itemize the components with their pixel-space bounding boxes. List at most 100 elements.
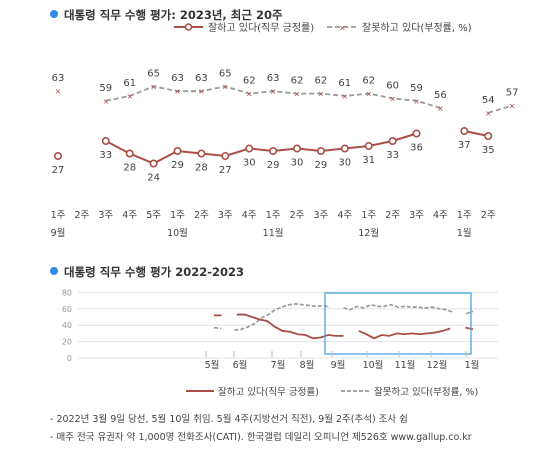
disapprove-point: × [318, 90, 325, 99]
disapprove-line [213, 326, 221, 330]
week-tick-label: 4주 [122, 210, 137, 221]
disapprove-point: × [198, 87, 205, 96]
approve-point [221, 152, 230, 161]
month-tick-label: 11월 [395, 359, 416, 371]
legend-approve-label: 잘하고 있다(직무 긍정률) [208, 21, 314, 34]
approve-point [460, 127, 469, 136]
month-tick-label: 9월 [51, 227, 66, 239]
disapprove-data-label: 62 [243, 76, 256, 87]
chart1-title: 대통령 직무 수행 평가: 2023년, 최근 20주 [50, 7, 283, 23]
approve-data-label: 33 [99, 150, 112, 161]
recent-20-weeks-highlight [324, 292, 472, 355]
approve-data-label: 30 [291, 158, 304, 169]
legend-disapprove-label: 잘못하고 있다(부정률, %) [362, 21, 472, 34]
bullet-icon [50, 10, 58, 18]
approval-chart-recent-20-weeks: 잘하고 있다(직무 긍정률) × 잘못하고 있다(부정률, %) × 63 × 59 × 61 ×… [51, 21, 519, 239]
disapprove-data-label: 65 [147, 68, 160, 79]
chart2-title: 대통령 직무 수행 평가 2022-2023 [50, 264, 244, 280]
approve-point [125, 149, 134, 158]
month-tick-label: 10월 [363, 359, 384, 371]
disapprove-line [465, 310, 474, 315]
week-tick-label: 3주 [98, 210, 113, 221]
disapprove-line [105, 85, 441, 109]
week-tick-label: 4주 [242, 210, 257, 221]
disapprove-point: × [485, 109, 492, 118]
approve-data-label: 28 [123, 163, 136, 174]
week-tick-label: 2주 [385, 210, 400, 221]
week-tick-label: 2주 [194, 210, 209, 221]
disapprove-point: × [102, 97, 109, 106]
month-tick-label: 11월 [263, 227, 284, 239]
approve-point [412, 129, 421, 138]
y-tick-label: 0 [67, 354, 72, 363]
disapprove-point: × [222, 82, 229, 91]
approve-data-label: 37 [458, 140, 471, 151]
month-tick-label: 5월 [205, 359, 220, 371]
week-tick-label: 1주 [457, 210, 472, 221]
y-tick-label: 60 [62, 305, 72, 314]
approve-point [101, 137, 110, 146]
month-tick-label: 8월 [300, 359, 315, 371]
disapprove-point: × [126, 92, 133, 101]
week-tick-label: 1주 [266, 210, 281, 221]
month-tick-label: 10월 [167, 227, 188, 239]
disapprove-line [343, 303, 453, 313]
approve-point [245, 144, 254, 153]
disapprove-data-label: 61 [338, 78, 351, 89]
disapprove-point: × [150, 82, 157, 91]
disapprove-data-label: 54 [482, 95, 495, 106]
approve-data-label: 36 [410, 143, 423, 154]
disapprove-point: × [413, 97, 420, 106]
approve-data-label: 27 [219, 165, 232, 176]
disapprove-data-label: 57 [506, 88, 519, 99]
month-tick-label: 6월 [233, 359, 248, 371]
disapprove-data-label: 63 [267, 73, 280, 84]
disapprove-data-label: 63 [171, 73, 184, 84]
month-tick-label: 12월 [358, 227, 379, 239]
approve-data-label: 28 [195, 163, 208, 174]
month-tick-label: 7월 [271, 359, 286, 371]
week-tick-label: 3주 [409, 210, 424, 221]
legend-disapprove-label: 잘못하고 있다(부정률, %) [374, 386, 478, 398]
approve-line [236, 313, 344, 340]
month-tick-label: 1월 [457, 227, 472, 239]
disapprove-data-label: 60 [386, 80, 399, 91]
footnote-1: - 2022년 3월 9일 당선, 5월 10일 취임. 5월 4주(지방선거 … [50, 414, 408, 425]
disapprove-data-label: 62 [362, 76, 375, 87]
legend-approve-marker [184, 23, 193, 31]
approve-data-label: 35 [482, 145, 495, 156]
disapprove-data-label: 59 [99, 83, 112, 94]
bullet-icon [50, 267, 58, 275]
disapprove-point: × [341, 92, 348, 101]
month-tick-label: 1월 [465, 359, 480, 371]
disapprove-line [487, 104, 513, 114]
approve-point [484, 132, 493, 141]
y-tick-label: 80 [62, 288, 72, 297]
y-tick-label: 40 [62, 321, 72, 330]
chart1-title-text: 대통령 직무 수행 평가: 2023년, 최근 20주 [64, 8, 283, 22]
disapprove-point: × [55, 87, 62, 96]
week-tick-label: 3주 [314, 210, 329, 221]
approve-point [364, 142, 373, 151]
disapprove-data-label: 63 [195, 73, 208, 84]
disapprove-data-label: 56 [434, 90, 447, 101]
week-tick-label: 4주 [337, 210, 352, 221]
approve-data-label: 27 [52, 165, 65, 176]
approve-data-label: 24 [147, 173, 160, 184]
disapprove-data-label: 59 [410, 83, 423, 94]
approve-line [464, 130, 489, 137]
approve-point [197, 149, 206, 158]
disapprove-data-label: 63 [52, 73, 65, 84]
approve-point [316, 147, 325, 156]
disapprove-point: × [246, 90, 253, 99]
approve-line [105, 132, 417, 165]
approve-point [53, 152, 62, 161]
footnote-2: - 매주 전국 유권자 약 1,000명 전화조사(CATI). 한국갤럽 데일… [50, 432, 472, 443]
approve-data-label: 29 [267, 160, 280, 171]
week-tick-label: 2주 [75, 210, 90, 221]
disapprove-point: × [174, 87, 181, 96]
week-tick-label: 2주 [481, 210, 496, 221]
disapprove-point: × [365, 90, 372, 99]
disapprove-point: × [294, 90, 301, 99]
approve-line [465, 326, 474, 331]
